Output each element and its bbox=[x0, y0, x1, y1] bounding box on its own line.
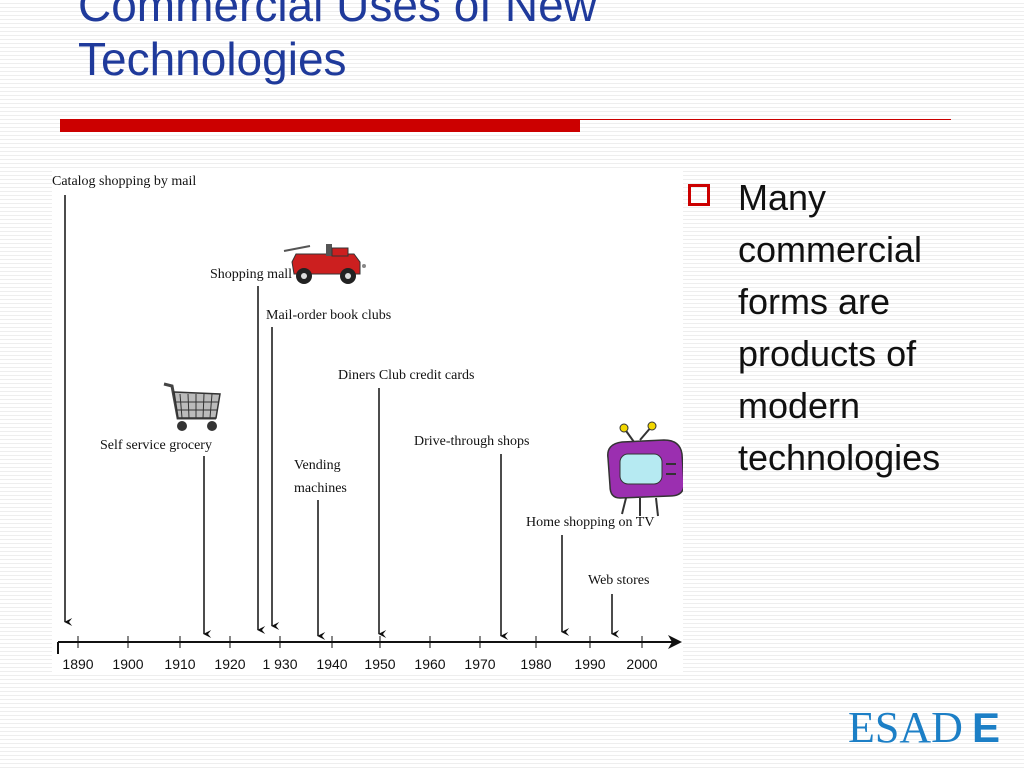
bullet-line-4: products of bbox=[738, 333, 917, 374]
logo-prefix: ESAD bbox=[848, 703, 963, 748]
television-icon bbox=[607, 421, 683, 517]
year-label-1980: 1980 bbox=[520, 656, 551, 672]
event-shopping-mall: Shopping mall bbox=[210, 267, 292, 634]
event-label-line-1: Vending bbox=[294, 458, 341, 473]
tick-1930: 1 930 bbox=[262, 636, 298, 672]
year-label-1900: 1900 bbox=[112, 656, 143, 672]
year-label-1950: 1950 bbox=[364, 656, 395, 672]
event-vending-machines: Vending machines bbox=[294, 458, 347, 640]
event-label: Web stores bbox=[588, 573, 649, 588]
event-diners-club: Diners Club credit cards bbox=[338, 368, 474, 638]
year-label-1890: 1890 bbox=[62, 656, 93, 672]
hollow-square-bullet-icon bbox=[688, 184, 710, 206]
year-label-1940: 1940 bbox=[316, 656, 347, 672]
event-home-shopping-tv: Home shopping on TV bbox=[526, 515, 654, 636]
year-label-1920: 1920 bbox=[214, 656, 245, 672]
tick-1890: 1890 bbox=[62, 636, 94, 672]
year-label-1930: 1 930 bbox=[262, 656, 297, 672]
car-icon bbox=[283, 244, 366, 284]
year-label-1960: 1960 bbox=[414, 656, 445, 672]
slide-title-line-1: Commercial Uses of New bbox=[78, 0, 597, 31]
event-label: Mail-order book clubs bbox=[266, 308, 391, 323]
event-web-stores: Web stores bbox=[588, 573, 649, 638]
tick-2000: 2000 bbox=[626, 636, 658, 672]
event-label: Home shopping on TV bbox=[526, 515, 654, 530]
bullet-line-5: modern bbox=[738, 385, 861, 426]
event-label: Drive-through shops bbox=[414, 434, 530, 449]
title-underline-thick bbox=[60, 119, 580, 132]
tick-1900: 1900 bbox=[112, 636, 144, 672]
event-label: Shopping mall bbox=[210, 267, 292, 282]
timeline-figure: 1890 1900 1910 1920 1 930 1940 1950 1960… bbox=[52, 170, 683, 675]
title-underline-thin bbox=[580, 119, 951, 120]
slide-title-line-2: Technologies bbox=[78, 33, 347, 85]
tick-1960: 1960 bbox=[414, 636, 446, 672]
logo-suffix: E bbox=[972, 704, 1000, 748]
year-label-1970: 1970 bbox=[464, 656, 495, 672]
event-self-service-grocery: Self service grocery bbox=[100, 438, 212, 638]
esade-logo: ESAD E bbox=[848, 703, 1000, 748]
shopping-cart-icon bbox=[163, 382, 221, 431]
year-label-1990: 1990 bbox=[574, 656, 605, 672]
event-label: Self service grocery bbox=[100, 438, 212, 453]
bullet-line-1: Many bbox=[738, 177, 827, 218]
year-label-2000: 2000 bbox=[626, 656, 657, 672]
tick-1980: 1980 bbox=[520, 636, 552, 672]
timeline-svg: 1890 1900 1910 1920 1 930 1940 1950 1960… bbox=[52, 174, 683, 672]
tick-1950: 1950 bbox=[364, 636, 396, 672]
axis-arrowhead-icon bbox=[668, 635, 682, 649]
event-label-line-2: machines bbox=[294, 481, 347, 496]
event-label: Diners Club credit cards bbox=[338, 368, 474, 383]
year-label-1910: 1910 bbox=[164, 656, 195, 672]
bullet-text: Many commercial forms are products of mo… bbox=[738, 172, 1018, 484]
tick-1920: 1920 bbox=[214, 636, 246, 672]
slide-title: Commercial Uses of New Technologies bbox=[78, 0, 597, 86]
event-label: Catalog shopping by mail bbox=[52, 174, 196, 189]
event-catalog-shopping: Catalog shopping by mail bbox=[52, 174, 196, 626]
event-drive-through-shops: Drive-through shops bbox=[414, 434, 530, 640]
bullet-line-3: forms are bbox=[738, 281, 891, 322]
event-mail-order-book-clubs: Mail-order book clubs bbox=[266, 308, 391, 630]
tick-1990: 1990 bbox=[574, 636, 606, 672]
tick-1970: 1970 bbox=[464, 636, 496, 672]
bullet-line-2: commercial bbox=[738, 229, 923, 270]
tick-1910: 1910 bbox=[164, 636, 196, 672]
tick-1940: 1940 bbox=[316, 636, 348, 672]
bullet-line-6: technologies bbox=[738, 437, 941, 478]
